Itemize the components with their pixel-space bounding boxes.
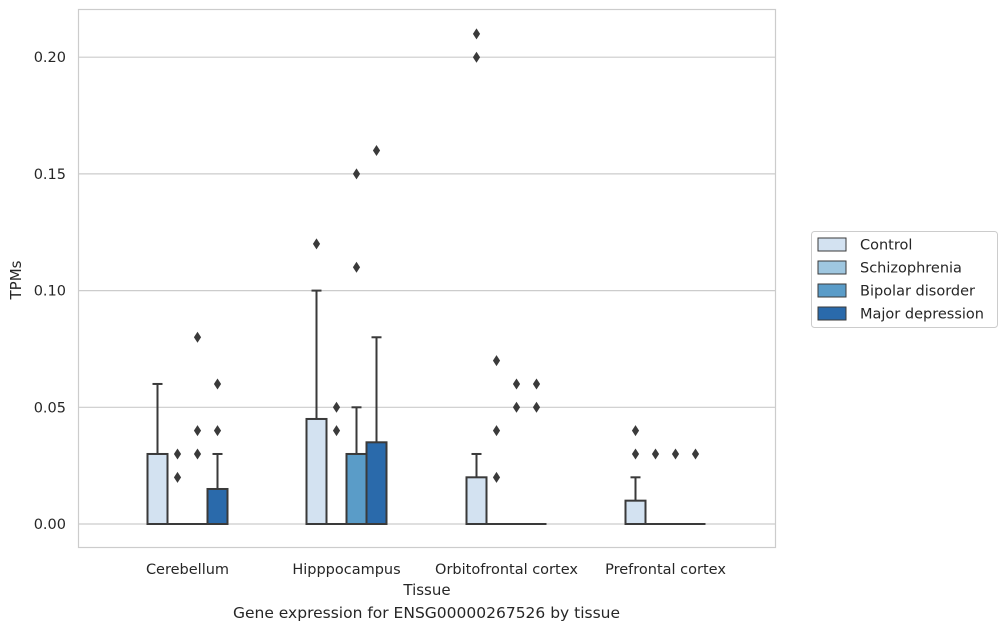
outlier-point: [671, 448, 680, 460]
outlier-point: [492, 471, 501, 483]
outlier-point: [312, 238, 321, 250]
outlier-point: [691, 448, 700, 460]
legend-swatch: [817, 283, 847, 298]
x-tick-label: Hipppocampus: [292, 562, 400, 578]
y-tick-label: 0.20: [34, 50, 66, 66]
outlier-point: [193, 448, 202, 460]
outlier-point: [352, 168, 361, 180]
legend-frame: [811, 231, 998, 328]
box-3-3: [685, 448, 706, 525]
box-body: [624, 499, 647, 526]
box-3-1: [365, 145, 388, 525]
box-2-3: [665, 448, 686, 525]
box-0-0: [146, 382, 169, 526]
legend-label: Schizophrenia: [860, 261, 962, 277]
y-tick-label: 0.05: [34, 400, 66, 416]
gridlines: [78, 56, 776, 525]
legend-swatch: [817, 237, 847, 252]
outlier-point: [173, 471, 182, 483]
outlier-point: [631, 448, 640, 460]
x-tick-label: Cerebellum: [146, 562, 229, 578]
box-plot-marks: [146, 28, 706, 526]
box-1-3: [645, 448, 666, 525]
box-0-3: [624, 425, 647, 526]
outlier-point: [512, 401, 521, 413]
box-1-0: [167, 448, 188, 525]
box-3-2: [526, 378, 547, 525]
x-tick-label: Orbitofrontal cortex: [435, 562, 578, 578]
y-axis-ticks: 0.00 0.05 0.10 0.15 0.20: [34, 50, 66, 533]
outlier-point: [332, 401, 341, 413]
figure-caption: Gene expression for ENSG00000267526 by t…: [232, 604, 621, 622]
outlier-point: [532, 401, 541, 413]
box-3-0: [206, 378, 229, 525]
outlier-point: [352, 261, 361, 273]
box-2-0: [187, 331, 208, 525]
outlier-point: [472, 51, 481, 63]
y-tick-label: 0.00: [34, 517, 66, 533]
outlier-point: [492, 355, 501, 367]
outlier-point: [372, 145, 381, 157]
outlier-point: [332, 425, 341, 437]
x-axis-title: Tissue: [402, 581, 450, 599]
legend-swatch: [817, 306, 847, 321]
outlier-point: [631, 425, 640, 437]
outlier-point: [492, 425, 501, 437]
plot-area-frame: [77, 8, 777, 549]
legend: Control Schizophrenia Bipolar disorder Majo…: [811, 231, 998, 328]
box-2-1: [345, 168, 368, 526]
box-0-2: [465, 28, 488, 526]
outlier-point: [512, 378, 521, 390]
box-2-2: [506, 378, 527, 525]
outlier-point: [213, 425, 222, 437]
box-body: [465, 476, 488, 526]
box-body: [206, 487, 229, 525]
box-1-2: [486, 355, 507, 525]
box-0-1: [305, 238, 328, 525]
legend-label: Major depression: [860, 307, 984, 323]
outlier-point: [193, 331, 202, 343]
x-tick-label: Prefrontal cortex: [605, 562, 726, 578]
legend-label: Control: [860, 238, 912, 254]
outlier-point: [213, 378, 222, 390]
box-1-1: [326, 401, 347, 525]
outlier-point: [651, 448, 660, 460]
legend-swatch: [817, 260, 847, 275]
y-tick-label: 0.15: [34, 167, 66, 183]
outlier-point: [173, 448, 182, 460]
x-axis-ticks: Cerebellum Hipppocampus Orbitofrontal cort…: [146, 562, 726, 578]
outlier-point: [193, 425, 202, 437]
legend-label: Bipolar disorder: [860, 284, 975, 300]
box-body: [305, 417, 328, 525]
outlier-point: [532, 378, 541, 390]
y-tick-label: 0.10: [34, 284, 66, 300]
outlier-point: [472, 28, 481, 40]
box-body: [146, 452, 169, 526]
box-body: [365, 441, 388, 525]
y-axis-title: TPMs: [7, 260, 25, 300]
box-body: [345, 452, 368, 526]
